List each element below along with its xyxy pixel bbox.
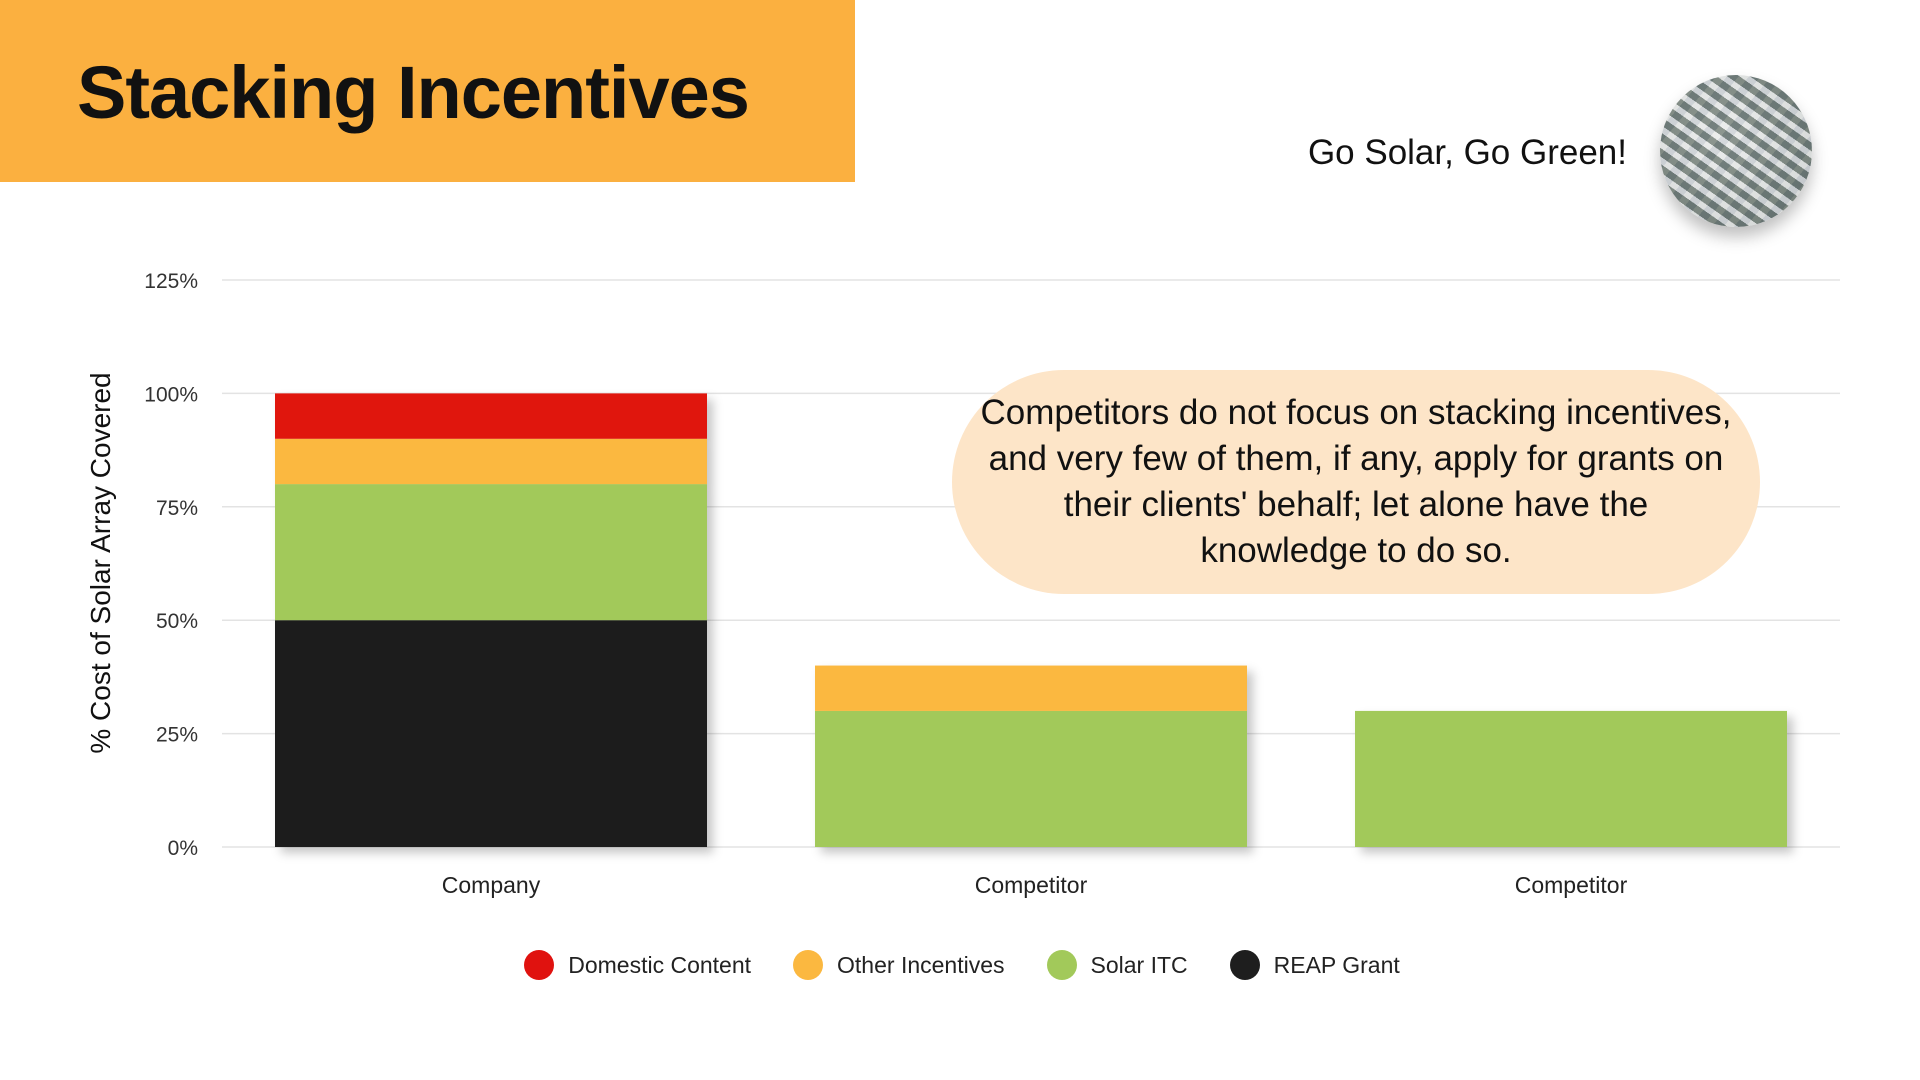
legend-swatch xyxy=(1046,950,1077,980)
x-tick-label: Company xyxy=(442,872,541,898)
bar-segment-reap-grant xyxy=(275,620,707,847)
bar-segment-other-incentives xyxy=(815,665,1247,711)
tagline: Go Solar, Go Green! xyxy=(1307,133,1627,172)
legend-swatch xyxy=(793,950,824,980)
legend-label: Solar ITC xyxy=(1090,951,1188,978)
legend-swatch xyxy=(524,950,555,980)
bar-stack xyxy=(275,393,707,847)
bar-segment-solar-itc xyxy=(1355,710,1787,847)
bar-stack xyxy=(815,665,1247,847)
y-tick-label: 125% xyxy=(144,270,198,293)
bar-segment-other-incentives xyxy=(275,438,707,485)
title-band: Stacking Incentives xyxy=(0,0,855,182)
chart-legend: Domestic Content Other Incentives Solar IT… xyxy=(0,950,1920,980)
legend-item: Other Incentives xyxy=(793,950,1005,980)
bar-segment-domestic-content xyxy=(275,393,707,439)
slide-title: Stacking Incentives xyxy=(77,51,750,134)
legend-label: REAP Grant xyxy=(1273,951,1400,978)
money-photo-icon xyxy=(1660,75,1812,227)
bar-stack xyxy=(1355,710,1787,847)
callout-text: Competitors do not focus on stacking inc… xyxy=(980,393,1732,570)
bar-segment-solar-itc xyxy=(275,484,707,621)
legend-item: Solar ITC xyxy=(1046,950,1188,980)
y-axis-label: % Cost of Solar Array Covered xyxy=(85,372,116,753)
x-tick-label: Competitor xyxy=(975,872,1088,898)
y-tick-label: 0% xyxy=(168,837,198,860)
legend-swatch xyxy=(1229,950,1260,980)
y-tick-label: 100% xyxy=(144,383,198,406)
y-tick-label: 50% xyxy=(156,610,198,633)
legend-item: Domestic Content xyxy=(524,950,751,980)
bar-segment-solar-itc xyxy=(815,710,1247,847)
legend-label: Domestic Content xyxy=(568,951,752,978)
y-tick-label: 75% xyxy=(156,497,198,520)
y-tick-label: 25% xyxy=(156,724,198,747)
legend-label: Other Incentives xyxy=(837,951,1005,978)
x-tick-label: Competitor xyxy=(1515,872,1628,898)
legend-item: REAP Grant xyxy=(1229,950,1400,980)
competitor-callout: Competitors do not focus on stacking inc… xyxy=(952,370,1760,594)
